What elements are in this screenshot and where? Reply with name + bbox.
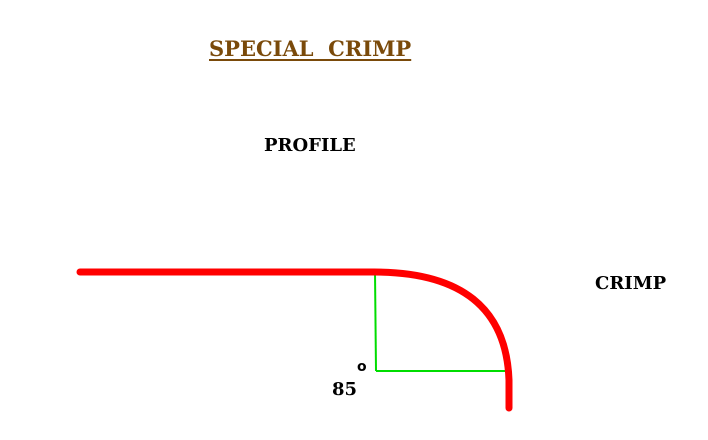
crimp-bend-arc [370,268,513,412]
vertical-guide-line [374,271,377,372]
degree-symbol: o [357,359,367,375]
profile-label: PROFILE [264,135,356,156]
diagram-title: SPECIAL CRIMP [209,36,412,61]
angle-value-label: 85 [332,379,358,400]
crimp-label: CRIMP [595,273,667,294]
